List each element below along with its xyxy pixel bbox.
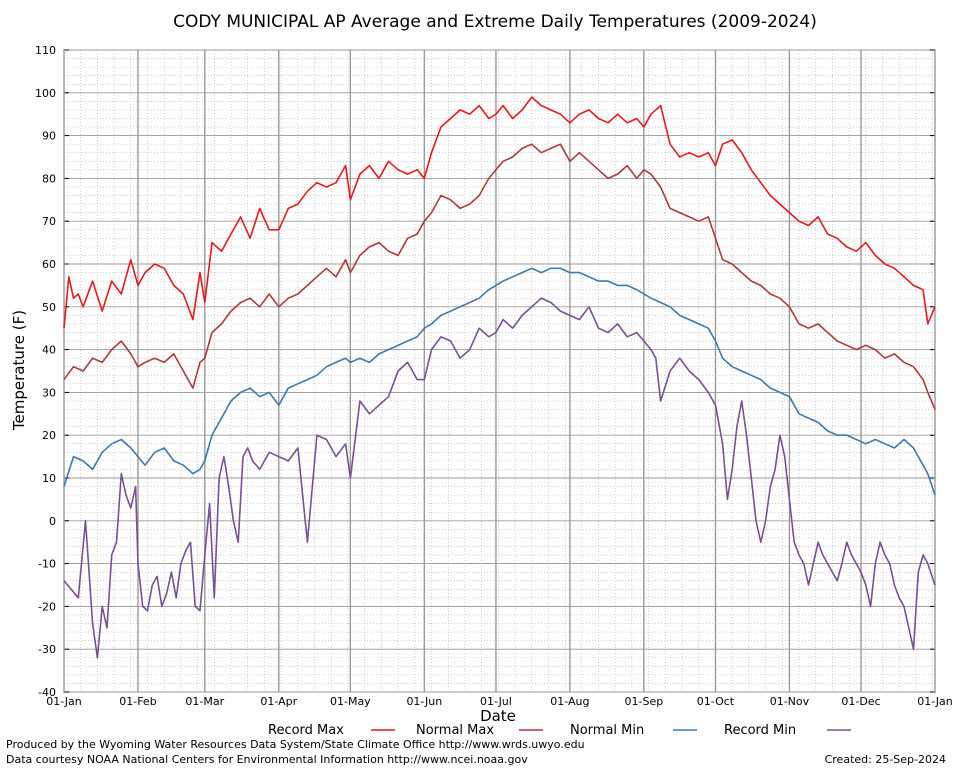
y-tick-label: 30 — [42, 386, 56, 399]
y-axis-label: Temperature (F) — [10, 310, 28, 431]
y-tick-label: 60 — [42, 258, 56, 271]
x-tick-label: 01-May — [330, 695, 371, 708]
y-axis-tick-labels: -40 -30 -20 -10 0 10 20 30 40 50 60 70 80 90 100 110 — [35, 44, 56, 699]
y-tick-label: -40 — [38, 686, 56, 699]
x-tick-label: 01-Jan — [917, 695, 953, 708]
y-tick-label: 20 — [42, 429, 56, 442]
legend-label-0: Record Max — [268, 723, 344, 738]
legend-label-1: Normal Max — [416, 723, 494, 738]
y-tick-label: 0 — [49, 515, 56, 528]
x-tick-label: 01-Sep — [625, 695, 664, 708]
series-line-1 — [63, 143, 936, 410]
x-tick-label: 01-Apr — [260, 695, 297, 708]
y-tick-label: 100 — [35, 87, 56, 100]
legend: Record Max Normal Max Normal Min Record Min — [268, 723, 851, 738]
x-axis-label: Date — [480, 707, 516, 725]
footer-courtesy: Data courtesy NOAA National Centers for … — [6, 753, 528, 766]
y-tick-label: 50 — [42, 301, 56, 314]
x-tick-label: 01-Mar — [185, 695, 224, 708]
y-tick-label: -20 — [38, 600, 56, 613]
y-tick-label: 90 — [42, 130, 56, 143]
footer-created: Created: 25-Sep-2024 — [825, 753, 946, 766]
x-tick-label: 01-Feb — [119, 695, 156, 708]
y-tick-label: 10 — [42, 472, 56, 485]
y-tick-label: -10 — [38, 558, 56, 571]
x-tick-label: 01-Aug — [550, 695, 589, 708]
x-tick-label: 01-Dec — [841, 695, 880, 708]
x-tick-label: 01-Nov — [770, 695, 810, 708]
footer-produced: Produced by the Wyoming Water Resources … — [6, 738, 585, 751]
x-tick-label: 01-Jan — [46, 695, 82, 708]
series-lines — [63, 96, 936, 659]
legend-label-3: Record Min — [724, 723, 796, 738]
series-line-2 — [63, 267, 936, 496]
y-tick-label: -30 — [38, 643, 56, 656]
chart-title: CODY MUNICIPAL AP Average and Extreme Da… — [173, 12, 817, 32]
y-tick-label: 70 — [42, 215, 56, 228]
major-gridlines — [63, 49, 936, 693]
legend-label-2: Normal Min — [570, 723, 644, 738]
series-line-0 — [63, 96, 936, 329]
y-tick-label: 80 — [42, 172, 56, 185]
x-axis-tick-labels: 01-Jan 01-Feb 01-Mar 01-Apr 01-May 01-Jun 01-J… — [46, 695, 953, 708]
x-tick-label: 01-Oct — [697, 695, 735, 708]
series-line-3 — [63, 297, 936, 659]
y-tick-label: 40 — [42, 344, 56, 357]
x-tick-label: 01-Jun — [406, 695, 442, 708]
minor-gridlines — [64, 50, 935, 692]
x-tick-label: 01-Jul — [480, 695, 512, 708]
y-tick-label: 110 — [35, 44, 56, 57]
